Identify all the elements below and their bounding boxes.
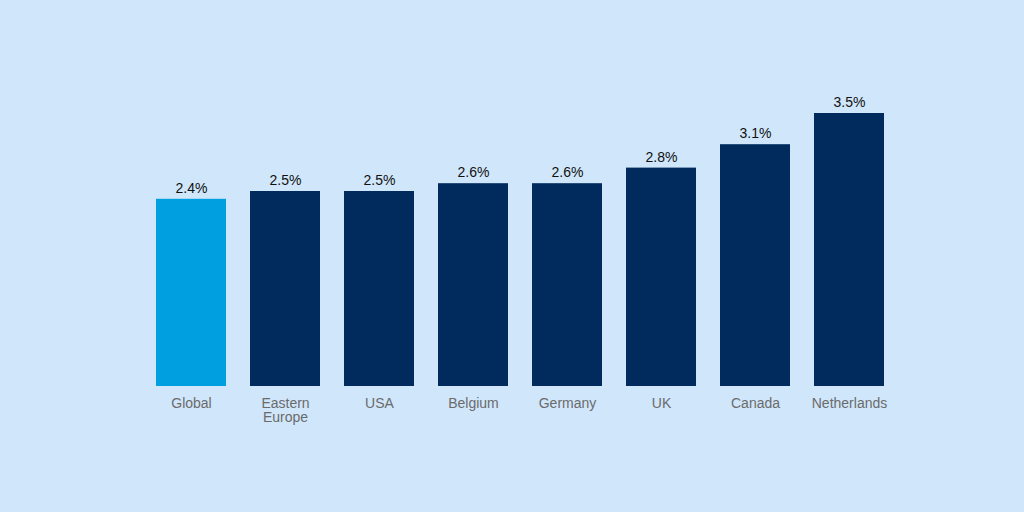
svg-text:Global: Global (171, 395, 211, 411)
svg-text:2.4%: 2.4% (176, 180, 208, 196)
svg-text:Netherlands: Netherlands (812, 395, 888, 411)
svg-text:EasternEurope: EasternEurope (261, 395, 309, 425)
svg-text:2.6%: 2.6% (552, 164, 584, 180)
svg-text:USA: USA (365, 395, 394, 411)
svg-text:Canada: Canada (731, 395, 780, 411)
svg-text:Germany: Germany (539, 395, 597, 411)
svg-text:2.8%: 2.8% (646, 149, 678, 165)
svg-text:Belgium: Belgium (448, 395, 499, 411)
svg-text:UK: UK (652, 395, 672, 411)
svg-text:2.5%: 2.5% (270, 172, 302, 188)
svg-text:2.6%: 2.6% (458, 164, 490, 180)
svg-text:3.1%: 3.1% (740, 125, 772, 141)
svg-text:2.5%: 2.5% (364, 172, 396, 188)
svg-text:3.5%: 3.5% (834, 94, 866, 110)
